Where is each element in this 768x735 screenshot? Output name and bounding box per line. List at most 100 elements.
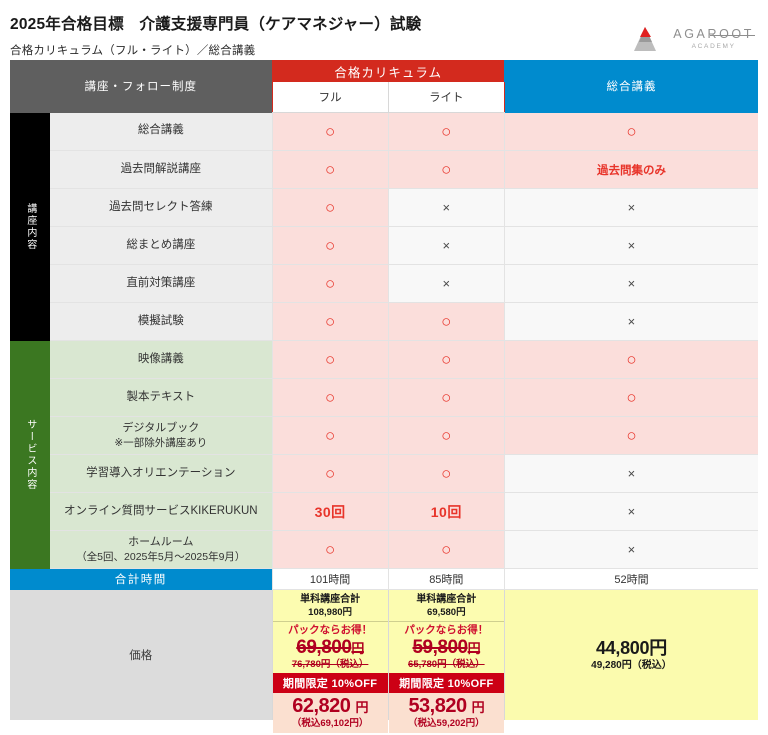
cell-available: ○ (271, 264, 389, 303)
final-price: 53,820 円 (408, 694, 485, 717)
cell-unavailable: × (503, 454, 758, 493)
table-row: 模擬試験 ○ ○ × (10, 302, 758, 341)
pack-price-block: パックならお得！ 59,800円 65,780円（税込） (388, 622, 504, 673)
cell-available: ○ (271, 150, 389, 189)
table-body: 講座・フォロー制度 合格カリキュラム 総合講義 フル ライト 講座内容 総合講義 ○ ○ ○ 過去問… (10, 60, 758, 734)
cell-unavailable: × (387, 226, 505, 265)
cell-available: ○ (387, 378, 505, 417)
circle-icon: ○ (324, 388, 336, 407)
cell-available: ○ (271, 340, 389, 379)
old-price: 69,800円 (296, 636, 364, 658)
circle-icon: ○ (441, 426, 452, 445)
old-price: 59,800円 (412, 636, 481, 658)
circle-icon: ○ (626, 426, 637, 445)
sogo-price-tax: 49,280円（税込） (591, 660, 672, 672)
cell-unavailable: × (503, 226, 758, 265)
row-label: 学習導入オリエンテーション (50, 454, 272, 493)
section-label-course: 講座内容 (10, 112, 51, 341)
row-label: デジタルブック ※一部除外講座あり (50, 416, 272, 455)
price-cell-full: 単科講座合計 108,980円 パックならお得！ 69,800円 76,780円（税込）… (271, 589, 389, 734)
cross-icon: × (627, 199, 636, 215)
circle-icon: ○ (441, 122, 452, 141)
circle-icon: ○ (324, 160, 336, 179)
circle-icon: ○ (324, 198, 336, 217)
row-label: オンライン質問サービスKIKERUKUN (50, 492, 272, 531)
cell-count: 10回 (387, 492, 505, 531)
cross-icon: × (627, 465, 636, 481)
header-item-column: 講座・フォロー制度 (10, 60, 272, 113)
cross-icon: × (627, 541, 636, 557)
count-value: 30回 (314, 503, 346, 520)
table-row: 総まとめ講座 ○ × × (10, 226, 758, 265)
table-row: サービス内容 映像講義 ○ ○ ○ (10, 340, 758, 569)
discount-banner: 期間限定 10%OFF (272, 672, 388, 693)
row-label: 模擬試験 (50, 302, 272, 341)
table-row: 学習導入オリエンテーション ○ ○ × (10, 454, 758, 493)
page-header: 2025年合格目標 介護支援専門員（ケアマネジャー）試験 合格カリキュラム（フル… (0, 0, 768, 60)
cell-available: ○ (387, 530, 505, 569)
circle-icon: ○ (324, 350, 336, 369)
cell-available: ○ (503, 340, 758, 379)
table-row: ホームルーム （全5回、2025年5月〜2025年9月） ○ ○ × (10, 530, 758, 569)
page-subtitle: 合格カリキュラム（フル・ライト）／総合講義 (10, 44, 256, 57)
cell-unavailable: × (387, 264, 505, 303)
final-price: 62,820 円 (292, 694, 368, 717)
circle-icon: ○ (324, 540, 336, 559)
page-title: 2025年合格目標 介護支援専門員（ケアマネジャー）試験 (10, 16, 422, 33)
cell-note: 過去問集のみ (503, 150, 758, 189)
section-label-service: サービス内容 (10, 340, 51, 569)
cell-available: ○ (387, 454, 505, 493)
header-column-light: ライト (387, 82, 505, 113)
discount-banner: 期間限定 10%OFF (388, 672, 504, 693)
cell-available: ○ (387, 416, 505, 455)
total-full: 101時間 (271, 568, 389, 590)
circle-icon: ○ (324, 122, 336, 141)
price-cell-sogo: 44,800円 49,280円（税込） (503, 589, 758, 720)
cell-available: ○ (387, 112, 505, 151)
cell-count: 30回 (271, 492, 389, 531)
cell-available: ○ (387, 150, 505, 189)
mountain-icon (632, 26, 666, 52)
cell-unavailable: × (503, 492, 758, 531)
pack-catchphrase: パックならお得！ (404, 624, 489, 637)
table-row: 製本テキスト ○ ○ ○ (10, 378, 758, 417)
pack-price-block: パックならお得！ 69,800円 76,780円（税込） (272, 622, 388, 673)
totals-row: 合計時間 101時間 85時間 52時間 (10, 568, 758, 590)
cell-available: ○ (271, 416, 389, 455)
comparison-table: 講座・フォロー制度 合格カリキュラム 総合講義 フル ライト 講座内容 総合講義 ○ ○ ○ 過去問… (10, 60, 758, 734)
pack-catchphrase: パックならお得！ (288, 624, 373, 637)
cross-icon: × (442, 275, 451, 291)
row-label: 製本テキスト (50, 378, 272, 417)
price-row: 価格 単科講座合計 108,980円 パックならお得！ 69,800円 76,780円（税… (10, 589, 758, 734)
cell-available: ○ (387, 340, 505, 379)
header-group-pack: 合格カリキュラム (272, 60, 505, 82)
circle-icon: ○ (626, 121, 637, 141)
logo-subtext: ACADEMY (691, 42, 736, 50)
cross-icon: × (627, 313, 636, 329)
logo-name: AGAROOT (673, 27, 755, 41)
cell-unavailable: × (387, 188, 505, 227)
row-label: 映像講義 (50, 340, 272, 379)
agaroot-logo: AGAROOT ACADEMY (632, 26, 755, 52)
circle-icon: ○ (441, 160, 452, 179)
old-price-tax: 76,780円（税込） (291, 658, 369, 670)
cell-available: ○ (271, 378, 389, 417)
circle-icon: ○ (441, 540, 452, 559)
circle-icon: ○ (324, 312, 336, 331)
circle-icon: ○ (324, 274, 336, 293)
final-price-tax: （税込69,102円） (291, 717, 369, 729)
row-label: 総合講義 (50, 112, 272, 151)
cross-icon: × (627, 275, 636, 291)
cell-available: ○ (271, 454, 389, 493)
cell-available: ○ (387, 302, 505, 341)
tanka-label: 単科講座合計 (416, 594, 477, 605)
cross-icon: × (627, 237, 636, 253)
circle-icon: ○ (324, 236, 336, 255)
final-price-tax: （税込59,202円） (408, 717, 485, 729)
sogo-price: 44,800円 (595, 637, 667, 658)
tanka-value: 108,980円 (308, 606, 353, 618)
cell-unavailable: × (503, 302, 758, 341)
logo-wordmark: AGAROOT ACADEMY (673, 27, 755, 50)
row-label: 総まとめ講座 (50, 226, 272, 265)
